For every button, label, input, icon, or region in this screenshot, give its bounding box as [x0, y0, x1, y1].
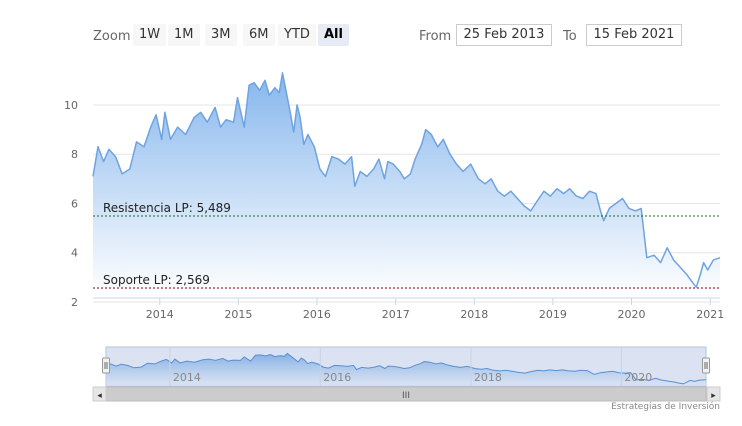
scroll-right-arrow-icon: ▸ — [711, 391, 716, 401]
navigator-area — [106, 353, 706, 386]
navigator-left-handle[interactable] — [102, 357, 110, 374]
x-tick-label: 2017 — [382, 308, 410, 321]
zoom-button-3m[interactable]: 3M — [205, 24, 237, 46]
range-selector-toolbar: Zoom 1W 1M 3M 6M YTD All From 25 Feb 201… — [0, 0, 742, 70]
y-tick-label: 6 — [71, 197, 78, 210]
zoom-button-all[interactable]: All — [318, 24, 349, 46]
navigator-year-label: 2018 — [474, 371, 502, 384]
x-tick-label: 2016 — [303, 308, 331, 321]
y-tick-label: 8 — [71, 148, 78, 161]
x-tick-label: 2019 — [539, 308, 567, 321]
y-tick-label: 2 — [71, 296, 78, 309]
price-line — [92, 72, 721, 288]
zoom-button-6m[interactable]: 6M — [243, 24, 275, 46]
plot-lines: Resistencia LP: 5,489 Soporte LP: 2,569 — [93, 201, 720, 289]
zoom-label: Zoom — [93, 29, 131, 44]
navigator-line — [105, 352, 707, 385]
scroll-left-arrow-icon: ◂ — [97, 391, 102, 401]
to-label: To — [563, 29, 577, 44]
zoom-button-ytd[interactable]: YTD — [278, 24, 316, 46]
navigator-right-handle[interactable] — [702, 357, 710, 374]
from-label: From — [419, 29, 452, 44]
navigator-year-label: 2020 — [624, 371, 652, 384]
zoom-button-1m[interactable]: 1M — [168, 24, 200, 46]
navigator[interactable]: 2014 2016 2018 2020 ◂ ▸ III — [92, 346, 721, 402]
x-tick-label: 2021 — [696, 308, 724, 321]
axes: 2 4 6 8 10 2014 2015 2016 2017 2018 2019 2020 2021 — [64, 99, 724, 321]
scrollbar-right-button — [706, 386, 721, 402]
x-tick-label: 2014 — [146, 308, 174, 321]
resistance-label: Resistencia LP: 5,489 — [103, 201, 231, 215]
navigator-year-label: 2016 — [323, 371, 351, 384]
zoom-button-1w[interactable]: 1W — [133, 24, 167, 46]
navigator-year-label: 2014 — [173, 371, 201, 384]
x-tick-label: 2018 — [460, 308, 488, 321]
support-label: Soporte LP: 2,569 — [103, 273, 210, 287]
scrollbar-grip-icon: III — [402, 391, 410, 401]
y-tick-label: 4 — [71, 247, 78, 260]
scrollbar-left-button — [92, 386, 107, 402]
navigator-scrollbar[interactable]: ◂ ▸ III — [92, 386, 721, 402]
from-date-input[interactable]: 25 Feb 2013 — [456, 24, 552, 46]
y-tick-label: 10 — [64, 99, 78, 112]
x-tick-label: 2020 — [618, 308, 646, 321]
price-area — [93, 72, 720, 299]
x-tick-label: 2015 — [224, 308, 252, 321]
to-date-input[interactable]: 15 Feb 2021 — [586, 24, 682, 46]
series-price — [92, 72, 721, 299]
credits-text: Estrategias de Inversión — [611, 402, 720, 412]
